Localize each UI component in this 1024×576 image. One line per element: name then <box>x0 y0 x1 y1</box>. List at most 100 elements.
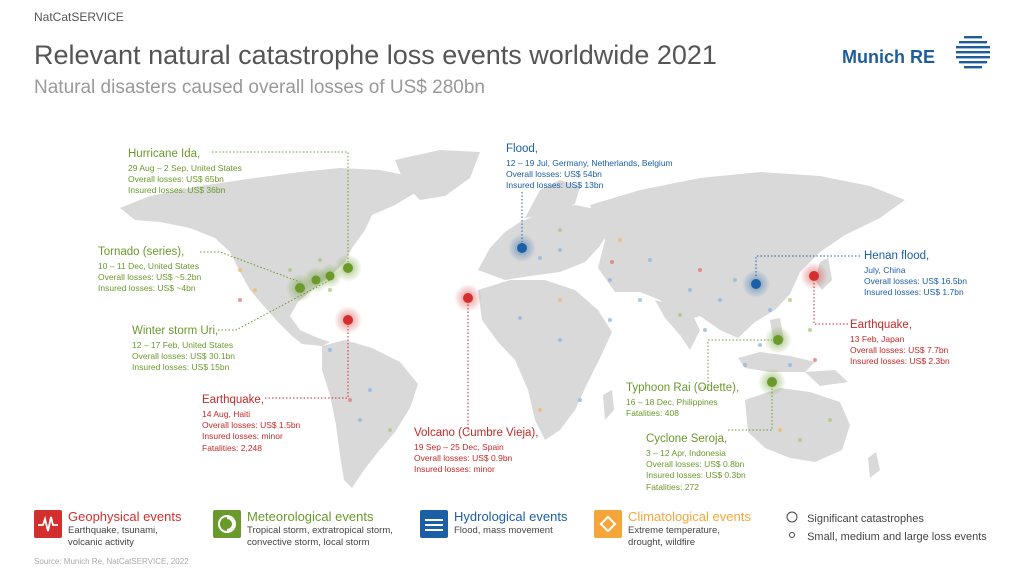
event-name: Flood, <box>506 143 538 155</box>
event-detail: Insured losses: US$ 2.3bn <box>850 356 950 367</box>
event-detail: Overall losses: US$ 0.8bn <box>646 459 745 470</box>
cyclone-seroja-marker <box>758 368 786 396</box>
legend-desc: Flood, mass movement <box>454 525 553 536</box>
small-events <box>238 228 832 442</box>
legend-title: Climatological events <box>628 509 751 524</box>
australia-shape <box>745 388 850 462</box>
earthquake-icon <box>34 510 62 538</box>
india-shape <box>655 300 700 350</box>
north-america-shape <box>120 168 420 346</box>
legend-title: Geophysical events <box>68 509 182 524</box>
europe-shape <box>478 205 610 280</box>
legend-meteorological: Meteorological events Tropical storm, ex… <box>247 509 393 549</box>
event-detail: 12 – 17 Feb, United States <box>132 340 234 350</box>
event-detail: 10 – 11 Dec, United States <box>98 261 199 271</box>
event-detail: Overall losses: US$ 54bn <box>506 169 602 180</box>
volcano-marker <box>454 284 482 312</box>
annotation-europe-flood: Flood, 12 – 19 Jul, Germany, Netherlands… <box>506 142 673 192</box>
legend-title: Hydrological events <box>454 509 568 524</box>
event-detail: Insured losses: US$ 13bn <box>506 180 604 191</box>
event-detail: Overall losses: US$ ~5.2bn <box>98 272 202 283</box>
storm-icon <box>213 510 241 538</box>
event-detail: 29 Aug – 2 Sep, United States <box>128 163 242 173</box>
event-detail: Insured losses: US$ 36bn <box>128 185 226 196</box>
event-name: Volcano (Cumbre Vieja), <box>414 427 539 439</box>
event-detail: 3 – 12 Apr, Indonesia <box>646 448 726 458</box>
event-detail: Insured losses: US$ 15bn <box>132 362 230 373</box>
event-name: Tornado (series), <box>98 246 185 258</box>
winter-storm-uri-marker <box>318 264 342 288</box>
greenland-shape <box>395 150 480 200</box>
annotation-cyclone-seroja: Cyclone Seroja, 3 – 12 Apr, Indonesia Ov… <box>646 432 746 493</box>
event-detail: Fatalities: 2,248 <box>202 442 263 453</box>
page-title: Relevant natural catastrophe loss events… <box>34 40 717 70</box>
asia-shape <box>590 172 905 338</box>
japan-earthquake-marker <box>800 262 828 290</box>
legend-small: Small, medium and large loss events <box>786 529 987 543</box>
legend-desc: convective storm, local storm <box>247 537 370 548</box>
new-zealand-shape <box>868 452 880 478</box>
event-detail: Fatalities: 408 <box>626 408 679 419</box>
event-detail: 13 Feb, Japan <box>850 334 905 344</box>
significant-events <box>286 234 828 396</box>
logo-stripes-icon <box>956 36 990 69</box>
large-circle-icon <box>786 511 798 523</box>
event-detail: Insured losses: US$ ~4bn <box>98 283 196 294</box>
henan-flood-marker <box>742 270 770 298</box>
legend-significant-label: Significant catastrophes <box>807 513 924 525</box>
event-name: Winter storm Uri, <box>132 325 219 337</box>
event-name: Typhoon Rai (Odette), <box>626 382 740 394</box>
annotation-henan-flood: Henan flood, July, China Overall losses:… <box>864 249 967 299</box>
new-guinea-shape <box>805 370 848 386</box>
annotation-japan-earthquake: Earthquake, 13 Feb, Japan Overall losses… <box>850 318 950 368</box>
service-label: NatCatSERVICE <box>34 10 124 24</box>
drought-icon <box>594 510 622 538</box>
annotation-hurricane-ida: Hurricane Ida, 29 Aug – 2 Sep, United St… <box>128 147 242 197</box>
event-detail: 19 Sep – 25 Dec, Spain <box>414 442 504 452</box>
legend-title: Meteorological events <box>247 509 374 524</box>
scandinavia-shape <box>525 180 580 218</box>
europe-flood-marker <box>508 234 536 262</box>
legend-hydrological: Hydrological events Flood, mass movement <box>454 509 567 537</box>
legend-geophysical: Geophysical events Earthquake, tsunami, … <box>68 509 181 549</box>
legend-small-label: Small, medium and large loss events <box>807 531 987 543</box>
madagascar-shape <box>603 390 614 420</box>
logo-text: Munich RE <box>842 47 935 67</box>
legend-desc: Tropical storm, extratropical storm, <box>247 525 393 536</box>
event-detail: Overall losses: US$ 0.9bn <box>414 453 513 464</box>
event-detail: Insured losses: minor <box>414 464 495 475</box>
indonesia-shape <box>738 352 815 372</box>
event-detail: Overall losses: US$ 1.5bn <box>202 420 301 431</box>
legend-desc: Extreme temperature, <box>628 525 720 536</box>
africa-shape <box>478 280 612 440</box>
event-detail: 14 Aug, Haiti <box>202 409 251 419</box>
event-name: Earthquake, <box>202 394 265 406</box>
south-america-shape <box>322 340 418 488</box>
annotation-typhoon-rai: Typhoon Rai (Odette), 16 – 18 Dec, Phili… <box>626 381 739 419</box>
annotation-winter-storm-uri: Winter storm Uri, 12 – 17 Feb, United St… <box>132 324 235 374</box>
source-note: Source: Munich Re, NatCatSERVICE, 2022 <box>34 557 189 566</box>
page-subtitle: Natural disasters caused overall losses … <box>34 77 485 98</box>
legend-desc: Earthquake, tsunami, <box>68 525 158 536</box>
event-detail: Overall losses: US$ 16.5bn <box>864 276 967 287</box>
small-circle-icon <box>789 532 795 538</box>
event-detail: Insured losses: minor <box>202 431 283 442</box>
event-name: Earthquake, <box>850 319 913 331</box>
event-detail: Overall losses: US$ 7.7bn <box>850 345 949 356</box>
munich-re-logo: Munich RE <box>842 36 992 76</box>
event-detail: Overall losses: US$ 65bn <box>128 174 224 185</box>
annotation-haiti-earthquake: Earthquake, 14 Aug, Haiti Overall losses… <box>202 393 300 454</box>
flood-icon <box>420 510 448 538</box>
legend-climatological: Climatological events Extreme temperatur… <box>628 509 751 549</box>
event-detail: Insured losses: US$ 1.7bn <box>864 287 964 298</box>
event-name: Henan flood, <box>864 250 930 262</box>
legend-desc: drought, wildfire <box>628 537 696 548</box>
haiti-earthquake-marker <box>334 306 362 334</box>
event-detail: Overall losses: US$ 30.1bn <box>132 351 235 362</box>
leader-lines <box>200 151 860 432</box>
typhoon-rai-marker <box>764 326 792 354</box>
event-detail: Fatalities: 272 <box>646 481 699 492</box>
event-detail: Insured losses: US$ 0.3bn <box>646 470 746 481</box>
legend-desc: volcanic activity <box>68 537 134 548</box>
annotation-volcano: Volcano (Cumbre Vieja), 19 Sep – 25 Dec,… <box>414 426 538 476</box>
